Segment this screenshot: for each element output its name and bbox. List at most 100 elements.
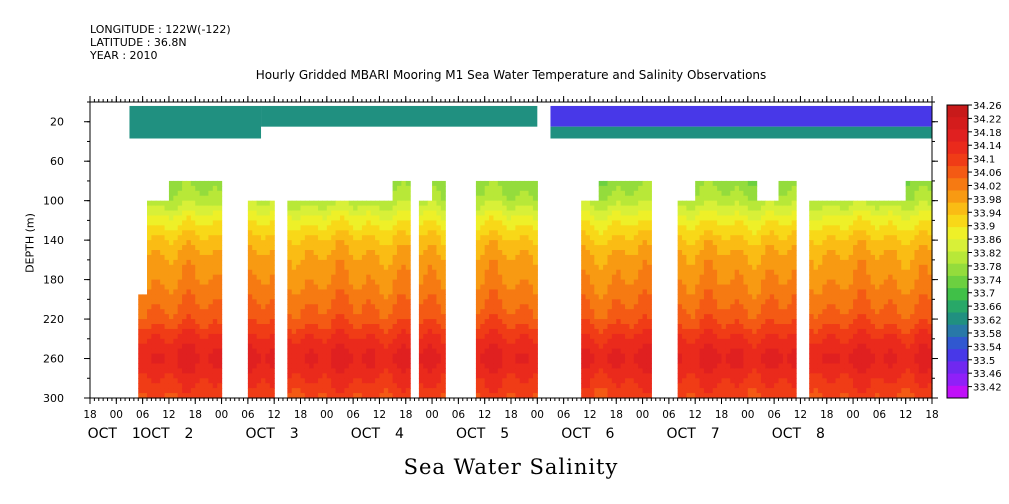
salinity-cell <box>331 314 337 320</box>
salinity-cell <box>493 264 499 271</box>
salinity-cell <box>589 205 595 212</box>
salinity-cell <box>322 220 328 226</box>
salinity-cell <box>326 210 332 217</box>
salinity-cell <box>760 200 766 207</box>
salinity-cell <box>633 284 639 291</box>
salinity-cell <box>269 343 275 350</box>
salinity-cell <box>695 190 701 197</box>
salinity-cell <box>383 220 389 226</box>
salinity-cell <box>182 383 188 389</box>
salinity-cell <box>725 279 731 286</box>
salinity-cell <box>252 309 258 315</box>
salinity-cell <box>335 353 341 360</box>
salinity-cell <box>291 314 297 320</box>
salinity-cell <box>357 353 363 360</box>
salinity-cell <box>594 383 600 389</box>
salinity-cell <box>489 245 495 251</box>
salinity-cell <box>208 205 214 212</box>
salinity-cell <box>690 299 696 305</box>
salinity-cell <box>256 309 262 315</box>
salinity-cell <box>589 254 595 261</box>
salinity-cell <box>287 314 293 320</box>
salinity-cell <box>182 264 188 271</box>
salinity-cell <box>186 294 192 300</box>
salinity-cell <box>638 368 644 374</box>
salinity-cell <box>291 388 297 394</box>
salinity-cell <box>392 333 398 340</box>
salinity-cell <box>436 388 442 394</box>
salinity-cell <box>269 245 275 251</box>
salinity-cell <box>309 324 315 330</box>
salinity-cell <box>813 319 819 325</box>
salinity-cell <box>164 200 170 207</box>
salinity-cell <box>813 259 819 266</box>
salinity-cell <box>296 353 302 360</box>
salinity-cell <box>528 343 534 350</box>
salinity-cell <box>817 324 823 330</box>
salinity-cell <box>164 240 170 246</box>
salinity-cell <box>493 309 499 315</box>
salinity-cell <box>396 235 402 241</box>
salinity-cell <box>695 215 701 221</box>
salinity-cell <box>739 328 745 335</box>
salinity-cell <box>607 363 613 369</box>
salinity-cell <box>168 274 174 281</box>
salinity-cell <box>353 245 359 251</box>
salinity-cell <box>730 274 736 281</box>
salinity-cell <box>760 353 766 360</box>
salinity-cell <box>418 328 424 335</box>
salinity-cell <box>695 259 701 266</box>
salinity-cell <box>475 240 481 246</box>
salinity-cell <box>155 363 161 369</box>
salinity-cell <box>160 368 166 374</box>
salinity-cell <box>335 383 341 389</box>
salinity-cell <box>182 259 188 266</box>
salinity-cell <box>708 220 714 226</box>
salinity-cell <box>497 205 503 212</box>
salinity-cell <box>339 378 345 384</box>
salinity-cell <box>335 230 341 236</box>
salinity-cell <box>782 245 788 251</box>
salinity-cell <box>743 324 749 330</box>
salinity-cell <box>712 245 718 251</box>
salinity-cell <box>147 279 152 286</box>
salinity-cell <box>765 210 771 217</box>
salinity-cell <box>195 284 201 291</box>
salinity-cell <box>717 195 723 202</box>
salinity-cell <box>703 309 709 315</box>
salinity-cell <box>699 343 705 350</box>
salinity-cell <box>524 220 530 226</box>
salinity-cell <box>199 373 205 379</box>
salinity-cell <box>405 220 411 226</box>
salinity-cell <box>782 373 788 379</box>
salinity-cell <box>497 279 503 286</box>
salinity-cell <box>528 254 534 261</box>
salinity-cell <box>782 378 788 384</box>
salinity-cell <box>405 264 411 271</box>
salinity-cell <box>173 230 179 236</box>
salinity-cell <box>366 304 372 310</box>
salinity-cell <box>633 348 639 355</box>
salinity-cell <box>401 185 407 192</box>
salinity-cell <box>690 358 696 365</box>
salinity-cell <box>686 210 692 217</box>
salinity-cell <box>383 324 389 330</box>
salinity-cell <box>296 245 302 251</box>
salinity-cell <box>708 373 714 379</box>
salinity-cell <box>813 309 819 315</box>
salinity-cell <box>291 284 297 291</box>
salinity-cell <box>686 294 692 300</box>
salinity-cell <box>611 264 617 271</box>
salinity-cell <box>309 319 315 325</box>
salinity-cell <box>717 373 723 379</box>
salinity-cell <box>396 343 402 350</box>
salinity-cell <box>186 259 192 266</box>
salinity-cell <box>177 264 183 271</box>
salinity-cell <box>603 393 609 399</box>
salinity-cell <box>423 358 429 365</box>
salinity-cell <box>291 215 297 221</box>
salinity-cell <box>515 254 521 261</box>
salinity-cell <box>782 180 788 187</box>
salinity-cell <box>195 338 201 345</box>
salinity-cell <box>730 225 736 231</box>
